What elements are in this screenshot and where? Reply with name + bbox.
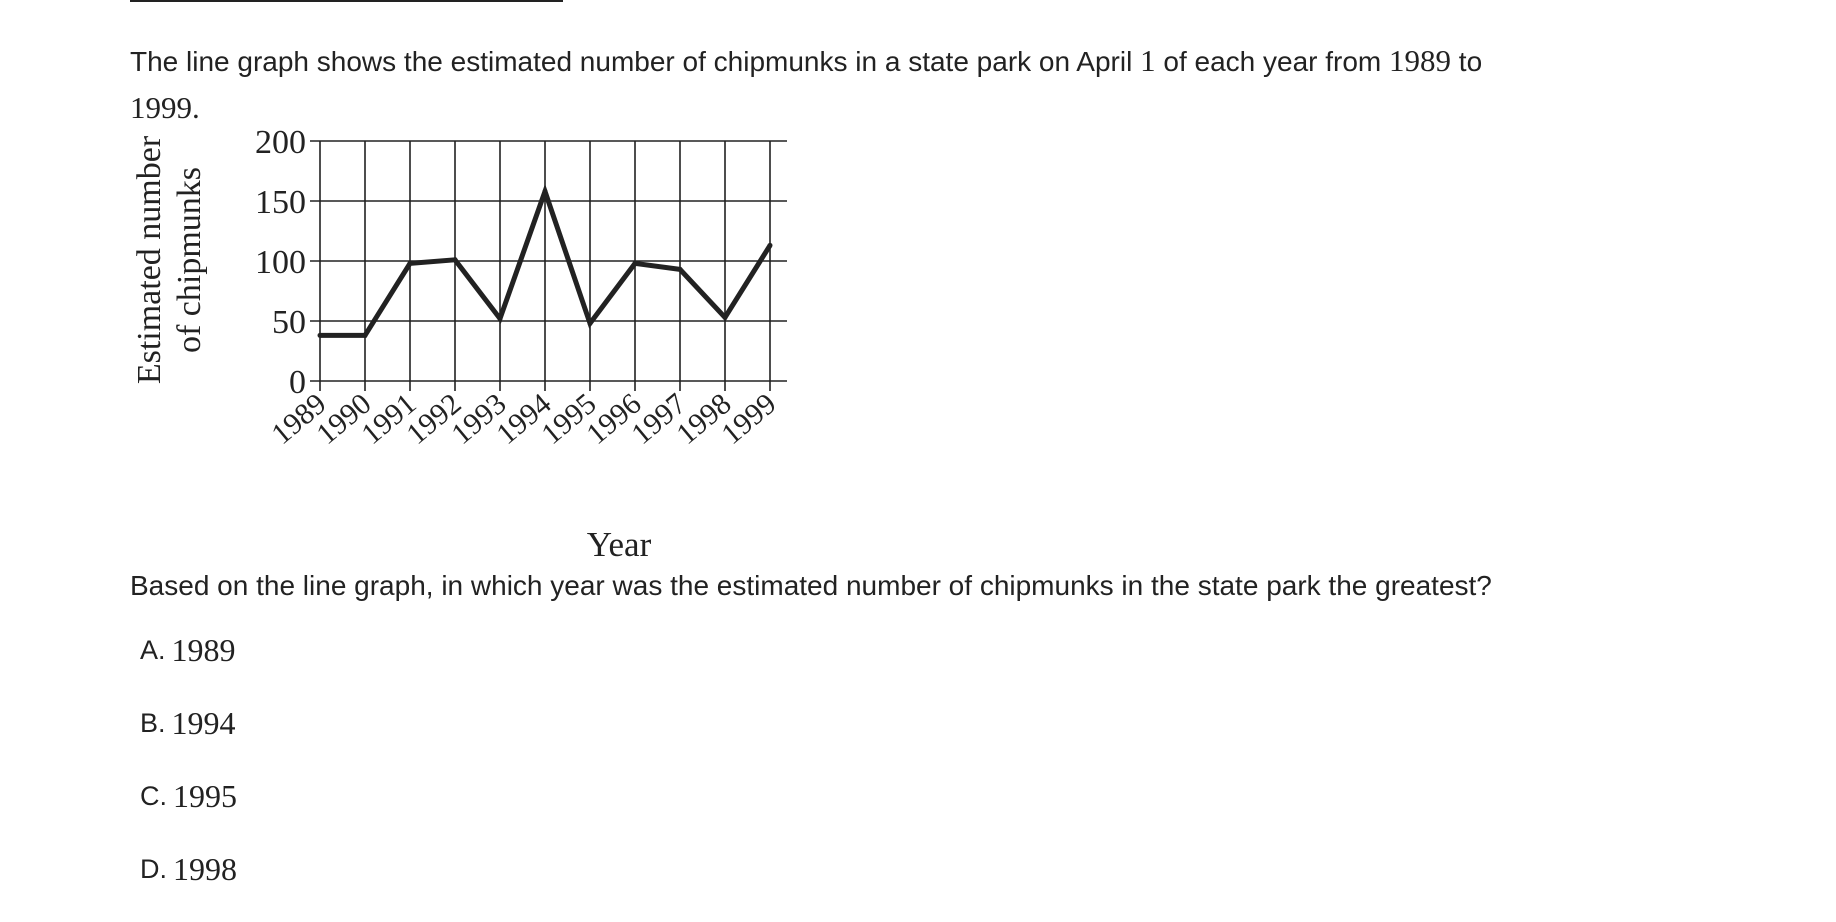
option-b[interactable]: B. 1994 (140, 703, 237, 776)
data-point (767, 242, 773, 248)
y-tick-label: 0 (289, 364, 306, 401)
option-a[interactable]: A. 1989 (140, 630, 237, 703)
y-tick-label: 200 (255, 124, 306, 161)
line-chart: 0501001502001989199019911992199319941995… (131, 124, 787, 564)
chart-tick-labels: 0501001502001989199019911992199319941995… (255, 124, 782, 451)
intro-text-part: to (1451, 46, 1483, 77)
chart-series (317, 183, 773, 338)
x-tick-label: 1999 (715, 387, 782, 451)
data-point (542, 188, 548, 194)
intro-start-year: 1989 (1389, 43, 1452, 78)
y-axis-label-line-2: of chipmunks (171, 167, 208, 353)
option-letter: D. (140, 854, 167, 884)
option-c[interactable]: C. 1995 (140, 776, 237, 849)
option-letter: C. (140, 781, 167, 811)
answer-options: A. 1989 B. 1994 C. 1995 D. 1998 (140, 630, 237, 922)
chart-axes (310, 141, 787, 391)
data-point (632, 260, 638, 266)
data-point (677, 266, 683, 272)
option-value: 1998 (173, 851, 237, 887)
y-tick-label: 100 (255, 244, 306, 281)
y-tick-label: 150 (255, 184, 306, 221)
option-d[interactable]: D. 1998 (140, 849, 237, 922)
y-tick-label: 50 (272, 304, 306, 341)
option-value: 1994 (171, 705, 236, 741)
top-divider (130, 0, 563, 2)
option-value: 1995 (173, 778, 237, 814)
data-point (452, 257, 458, 263)
y-axis-label-line-1: Estimated number (131, 135, 168, 384)
intro-text-part: of each year from (1155, 46, 1390, 77)
intro-end-year: 1999 (130, 90, 192, 125)
intro-text-part: The line graph shows the estimated numbe… (130, 46, 1141, 77)
data-point (407, 260, 413, 266)
x-axis-label: Year (587, 525, 652, 564)
data-point (722, 314, 728, 320)
data-point (362, 332, 368, 338)
option-letter: A. (140, 635, 166, 665)
intro-text: The line graph shows the estimated numbe… (130, 38, 1730, 132)
intro-end-punct: . (192, 90, 200, 125)
option-letter: B. (140, 708, 166, 738)
data-point (587, 320, 593, 326)
data-point (497, 316, 503, 322)
option-value: 1989 (171, 632, 236, 668)
data-point (317, 332, 323, 338)
chart-grid (310, 140, 787, 391)
intro-date-day: 1 (1140, 43, 1156, 78)
question-text: Based on the line graph, in which year w… (130, 570, 1492, 601)
